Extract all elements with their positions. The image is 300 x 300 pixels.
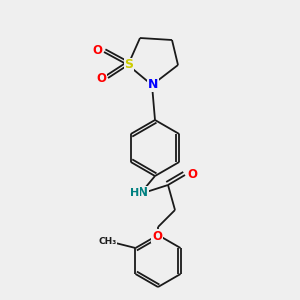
Text: O: O — [187, 167, 197, 181]
Text: O: O — [152, 230, 162, 242]
Text: H: H — [130, 188, 140, 198]
Text: N: N — [148, 79, 158, 92]
Text: O: O — [96, 73, 106, 85]
Text: S: S — [124, 58, 134, 71]
Text: O: O — [92, 44, 102, 58]
Text: CH₃: CH₃ — [98, 238, 117, 247]
Text: N: N — [138, 187, 148, 200]
